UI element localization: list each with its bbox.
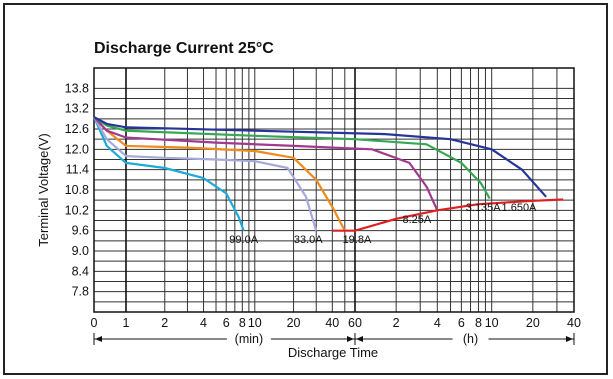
series-line xyxy=(93,116,491,200)
time-unit-markers: (min) (h) xyxy=(93,332,575,346)
x-tick-label: 6 xyxy=(458,316,465,330)
y-tick-labels: 13.8 13.2 12.6 12.0 11.4 10.8 10.2 9.6 9.0 8.4 7.8 xyxy=(65,81,89,298)
y-tick-label: 13.8 xyxy=(65,81,89,95)
y-tick-label: 13.2 xyxy=(65,102,89,116)
chart-title: Discharge Current 25°C xyxy=(94,40,274,57)
series-label: 99.0A xyxy=(229,234,258,246)
series-line xyxy=(93,116,547,198)
unit-label-min: (min) xyxy=(235,332,263,346)
x-axis-label: Discharge Time xyxy=(288,345,378,360)
x-tick-label: 6 xyxy=(223,316,230,330)
series-label: 33.0A xyxy=(294,234,323,246)
series-line xyxy=(93,116,439,211)
series-line xyxy=(92,116,245,232)
unit-arrowhead xyxy=(347,336,354,342)
x-tick-label: 0 xyxy=(91,316,98,330)
y-tick-label: 8.4 xyxy=(72,264,89,278)
series-label: 1.650A xyxy=(502,202,538,214)
chart-series xyxy=(92,116,564,232)
x-tick-label: 10 xyxy=(485,316,499,330)
unit-label-h: (h) xyxy=(463,332,478,346)
x-tick-label: 4 xyxy=(434,316,441,330)
y-tick-label: 10.8 xyxy=(65,183,89,197)
end-voltage-line xyxy=(332,198,564,232)
chart-frame xyxy=(3,3,608,375)
y-tick-label: 10.2 xyxy=(65,203,89,217)
series-line xyxy=(93,116,346,232)
x-tick-label: 40 xyxy=(325,316,339,330)
x-tick-label: 20 xyxy=(287,316,301,330)
unit-arrowhead xyxy=(356,336,363,342)
series-label: 8.25A xyxy=(402,214,431,226)
y-tick-label: 11.4 xyxy=(66,163,89,177)
series-labels: 99.0A 33.0A 19.8A 8.25A 3.135A 1.650A xyxy=(229,202,537,246)
chart-grid xyxy=(93,67,575,313)
x-tick-label: 20 xyxy=(526,316,540,330)
x-tick-label: 40 xyxy=(567,316,581,330)
y-tick-label: 7.8 xyxy=(72,285,89,299)
plot-border xyxy=(93,67,575,313)
series-label: 19.8A xyxy=(343,234,372,246)
y-tick-label: 9.0 xyxy=(72,244,89,258)
x-tick-label: 4 xyxy=(200,316,207,330)
y-tick-label: 9.6 xyxy=(72,224,89,238)
x-tick-label: 10 xyxy=(248,316,262,330)
unit-arrowhead xyxy=(95,336,102,342)
y-tick-label: 12.6 xyxy=(65,122,89,136)
x-tick-label: 60 xyxy=(348,316,362,330)
x-tick-label: 8 xyxy=(239,316,246,330)
series-line xyxy=(93,116,318,232)
series-label: 3.135A xyxy=(466,202,502,214)
x-tick-label: 1 xyxy=(123,316,130,330)
y-axis-label: Terminal Voltage(V) xyxy=(36,133,51,246)
x-tick-labels: 0 1 2 4 6 8 10 20 40 60 2 4 6 8 10 20 40 xyxy=(91,316,581,330)
x-tick-label: 2 xyxy=(161,316,168,330)
unit-arrowhead xyxy=(566,336,573,342)
x-tick-label: 2 xyxy=(393,316,400,330)
y-tick-label: 12.0 xyxy=(65,142,89,156)
x-tick-label: 8 xyxy=(475,316,482,330)
